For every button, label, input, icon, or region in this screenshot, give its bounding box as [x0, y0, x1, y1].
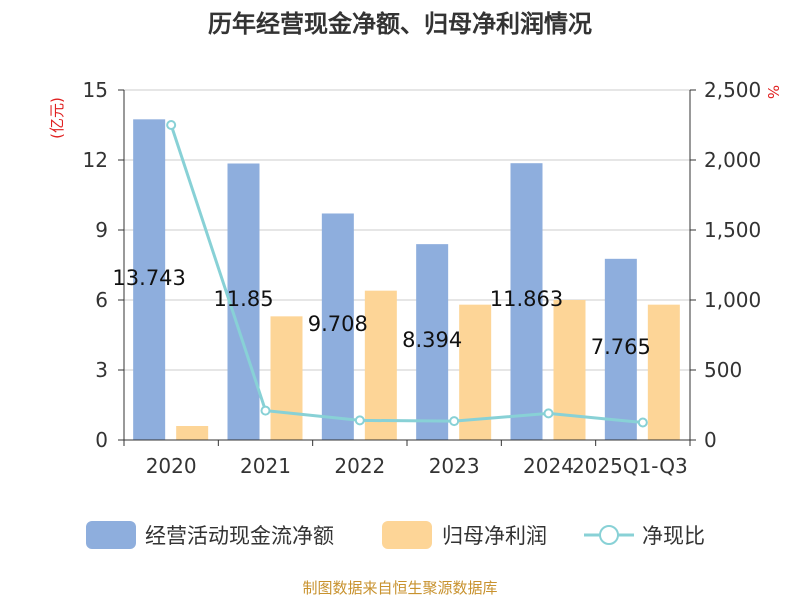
right-tick-label: 2,500	[704, 78, 761, 102]
bar-net-profit	[553, 300, 586, 440]
x-tick-label: 2023	[429, 454, 480, 478]
x-tick-label: 2020	[146, 454, 197, 478]
data-label: 11.85	[213, 287, 273, 311]
line-point	[449, 416, 460, 427]
right-tick-label: 2,000	[704, 148, 761, 172]
bar-operating-cash-flow	[133, 119, 166, 440]
bars	[133, 119, 680, 441]
right-tick-label: 500	[704, 358, 742, 382]
bar-net-profit	[364, 290, 397, 440]
line-point	[354, 415, 365, 426]
line-point	[543, 408, 554, 419]
bar-operating-cash-flow	[604, 258, 637, 440]
bar-net-profit	[270, 316, 303, 440]
data-label: 11.863	[490, 287, 563, 311]
bar-operating-cash-flow	[321, 213, 354, 440]
legend-swatch-net-profit	[382, 521, 432, 549]
data-label: 13.743	[112, 266, 185, 290]
data-label: 7.765	[591, 335, 651, 359]
left-axis-unit: (亿元)	[48, 97, 66, 139]
left-tick-label: 12	[83, 148, 108, 172]
line-point	[260, 405, 271, 416]
left-tick-label: 6	[95, 288, 108, 312]
line-point	[166, 120, 177, 130]
right-axis: 0 500 1,000 1,500 2,000 2,500	[689, 78, 761, 452]
left-tick-label: 0	[95, 428, 108, 452]
data-source: 制图数据来自恒生聚源数据库	[302, 579, 497, 597]
x-tick-label: 2022	[334, 454, 385, 478]
right-axis-unit: %	[764, 85, 782, 99]
x-tick-label: 2021	[240, 454, 291, 478]
left-tick-label: 3	[95, 358, 108, 382]
line-point	[637, 417, 648, 428]
legend-swatch-marker	[599, 525, 619, 545]
legend-swatch-cash-flow	[86, 521, 136, 549]
left-tick-label: 15	[83, 78, 108, 102]
legend-label-cash-flow: 经营活动现金流净额	[145, 524, 334, 548]
legend-label-ratio: 净现比	[642, 524, 705, 548]
right-tick-label: 1,000	[704, 288, 761, 312]
data-label: 8.394	[402, 328, 462, 352]
x-tick-label: 2024	[523, 454, 574, 478]
data-label: 9.708	[308, 312, 368, 336]
line-series	[166, 120, 648, 428]
data-labels: 13.743 11.85 9.708 8.394 11.863 7.765	[112, 266, 650, 359]
left-axis: 0 3 6 9 12 15	[83, 78, 125, 452]
x-tick-label: 2025Q1-Q3	[572, 454, 688, 478]
left-tick-label: 9	[95, 218, 108, 242]
bar-operating-cash-flow	[416, 244, 449, 440]
right-tick-label: 0	[704, 428, 717, 452]
chart-title: 历年经营现金净额、归母净利润情况	[208, 10, 592, 38]
line-net-cash-ratio	[169, 124, 643, 424]
legend[interactable]: 经营活动现金流净额 归母净利润 净现比	[86, 521, 705, 549]
legend-label-net-profit: 归母净利润	[442, 524, 547, 548]
bar-net-profit	[176, 426, 209, 440]
bar-operating-cash-flow	[227, 163, 260, 440]
bar-operating-cash-flow	[510, 163, 543, 441]
right-tick-label: 1,500	[704, 218, 761, 242]
bar-net-profit	[647, 304, 680, 440]
